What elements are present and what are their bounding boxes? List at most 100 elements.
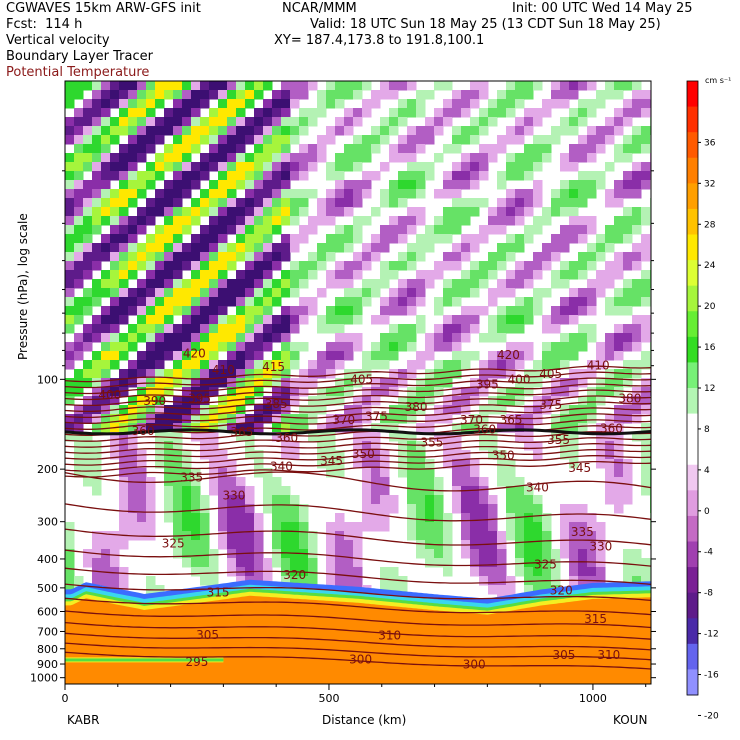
y-tick-label: 1000 bbox=[30, 672, 58, 685]
w-cell bbox=[524, 387, 534, 397]
w-cell bbox=[128, 90, 138, 100]
w-cell bbox=[353, 216, 363, 226]
w-cell bbox=[290, 351, 300, 361]
theta-label: 405 bbox=[350, 372, 373, 386]
w-cell bbox=[182, 252, 192, 262]
w-cell bbox=[164, 198, 174, 208]
w-cell bbox=[461, 108, 471, 118]
w-cell bbox=[605, 243, 615, 253]
w-cell bbox=[200, 342, 210, 352]
w-cell bbox=[101, 333, 111, 343]
w-cell bbox=[191, 414, 201, 424]
w-cell bbox=[596, 90, 606, 100]
w-cell bbox=[200, 441, 210, 451]
w-cell bbox=[551, 270, 561, 280]
w-cell bbox=[461, 234, 471, 244]
w-cell bbox=[425, 414, 435, 424]
w-cell bbox=[281, 387, 291, 397]
w-cell bbox=[497, 135, 507, 145]
w-cell bbox=[371, 360, 381, 370]
w-cell bbox=[488, 531, 498, 541]
w-cell bbox=[281, 540, 291, 550]
theta-label: 410 bbox=[212, 363, 235, 377]
w-cell bbox=[641, 243, 651, 253]
w-cell bbox=[452, 333, 462, 343]
w-cell bbox=[326, 360, 336, 370]
w-cell bbox=[452, 198, 462, 208]
w-cell bbox=[443, 108, 453, 118]
theta-label: 400 bbox=[508, 372, 531, 386]
w-cell bbox=[110, 414, 120, 424]
w-cell bbox=[101, 324, 111, 334]
w-cell bbox=[497, 252, 507, 262]
w-cell bbox=[506, 414, 516, 424]
w-cell bbox=[596, 450, 606, 460]
org-label: NCAR/MMM bbox=[282, 1, 357, 16]
w-cell bbox=[326, 126, 336, 136]
w-cell bbox=[110, 162, 120, 172]
w-cell bbox=[506, 234, 516, 244]
w-cell bbox=[389, 234, 399, 244]
w-cell bbox=[236, 315, 246, 325]
w-cell bbox=[596, 234, 606, 244]
w-cell bbox=[461, 504, 471, 514]
w-cell bbox=[344, 342, 354, 352]
theta-label: 355 bbox=[420, 436, 443, 450]
w-cell bbox=[173, 495, 183, 505]
w-cell bbox=[335, 126, 345, 136]
w-cell bbox=[389, 288, 399, 298]
w-cell bbox=[74, 180, 84, 190]
w-cell bbox=[542, 315, 552, 325]
w-cell bbox=[407, 180, 417, 190]
w-cell bbox=[533, 504, 543, 514]
w-cell bbox=[173, 333, 183, 343]
colorbar-unit: cm s⁻¹ bbox=[705, 76, 731, 85]
w-cell bbox=[578, 189, 588, 199]
w-cell bbox=[245, 162, 255, 172]
w-cell bbox=[146, 216, 156, 226]
w-cell bbox=[623, 99, 633, 109]
w-cell bbox=[173, 297, 183, 307]
w-cell bbox=[65, 252, 75, 262]
theta-label: 315 bbox=[207, 585, 230, 599]
w-cell bbox=[92, 414, 102, 424]
theta-label: 315 bbox=[584, 612, 607, 626]
w-cell bbox=[74, 261, 84, 271]
w-cell bbox=[506, 576, 516, 586]
w-cell bbox=[272, 144, 282, 154]
w-cell bbox=[353, 558, 363, 568]
w-cell bbox=[452, 315, 462, 325]
w-cell bbox=[290, 378, 300, 388]
w-cell bbox=[74, 387, 84, 397]
w-cell bbox=[416, 522, 426, 532]
w-cell bbox=[461, 495, 471, 505]
w-cell bbox=[137, 288, 147, 298]
w-cell bbox=[137, 126, 147, 136]
w-cell bbox=[488, 99, 498, 109]
w-cell bbox=[263, 207, 273, 217]
w-cell bbox=[236, 144, 246, 154]
w-cell bbox=[506, 495, 516, 505]
w-cell bbox=[128, 306, 138, 316]
w-cell bbox=[398, 414, 408, 424]
w-cell bbox=[515, 360, 525, 370]
w-cell bbox=[65, 99, 75, 109]
theta-label: 415 bbox=[262, 360, 285, 374]
w-cell bbox=[173, 198, 183, 208]
w-cell bbox=[371, 513, 381, 523]
w-cell bbox=[146, 324, 156, 334]
w-cell bbox=[605, 369, 615, 379]
w-cell bbox=[137, 108, 147, 118]
w-cell bbox=[128, 513, 138, 523]
w-cell bbox=[218, 126, 228, 136]
w-cell bbox=[74, 243, 84, 253]
theta-label: 340 bbox=[526, 480, 549, 494]
w-cell bbox=[272, 288, 282, 298]
w-cell bbox=[407, 459, 417, 469]
w-cell bbox=[623, 216, 633, 226]
w-cell bbox=[92, 81, 102, 91]
w-cell bbox=[497, 540, 507, 550]
w-cell bbox=[551, 360, 561, 370]
w-cell bbox=[344, 306, 354, 316]
w-cell bbox=[101, 117, 111, 127]
